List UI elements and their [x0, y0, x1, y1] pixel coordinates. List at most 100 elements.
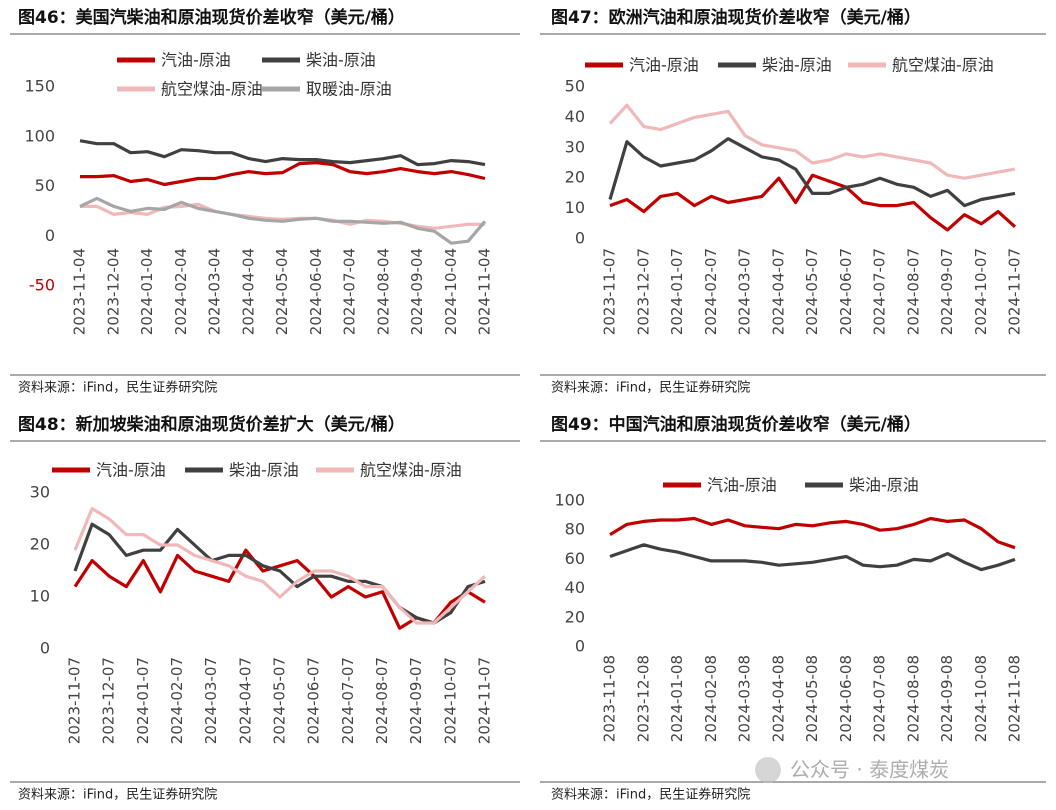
legend-label: 航空煤油-原油 — [892, 56, 994, 75]
y-tick-label: 10 — [565, 198, 585, 217]
watermark-icon — [755, 757, 781, 783]
x-tick-label: 2024-11-07 — [1006, 248, 1024, 335]
series-line — [80, 161, 486, 187]
series-line — [608, 137, 1016, 208]
y-tick-label: 60 — [565, 549, 585, 568]
legend-label: 汽油-原油 — [96, 461, 166, 480]
y-tick-label: 0 — [575, 229, 585, 248]
source-note: 资料来源：iFind，民生证券研究院 — [18, 380, 217, 396]
x-tick-label: 2024-07-07 — [339, 657, 357, 744]
y-tick-label: 40 — [565, 107, 585, 126]
legend-label: 取暖油-原油 — [306, 80, 392, 99]
x-tick-label: 2024-11-07 — [476, 657, 494, 744]
legend-label: 航空煤油-原油 — [360, 461, 462, 480]
x-tick-label: 2024-02-08 — [702, 655, 720, 742]
x-tick-label: 2024-05-04 — [273, 248, 291, 335]
watermark: 公众号 · 泰度煤炭 — [790, 758, 949, 782]
chart-title: 图46：美国汽柴油和原油现货价差收窄（美元/桶） — [18, 7, 405, 28]
legend-label: 汽油-原油 — [707, 476, 777, 495]
x-tick-label: 2024-09-07 — [407, 657, 425, 744]
legend-label: 航空煤油-原油 — [161, 80, 263, 99]
x-tick-label: 2024-02-07 — [702, 248, 720, 335]
series-line — [73, 548, 486, 630]
x-tick-label: 2024-06-08 — [837, 655, 855, 742]
y-tick-label: 0 — [575, 637, 585, 656]
y-tick-label: 30 — [565, 137, 585, 156]
chart-title: 图49：中国汽油和原油现货价差收窄（美元/桶） — [551, 414, 921, 435]
x-tick-label: 2023-11-04 — [71, 248, 89, 335]
x-tick-label: 2023-11-08 — [601, 655, 619, 742]
legend-label: 柴油-原油 — [229, 461, 299, 480]
y-tick-label: 30 — [30, 483, 50, 502]
legend-label: 柴油-原油 — [306, 51, 376, 70]
x-tick-label: 2024-02-07 — [168, 657, 186, 744]
x-tick-label: 2023-12-08 — [634, 655, 652, 742]
x-tick-label: 2024-07-08 — [871, 655, 889, 742]
series-line — [73, 507, 487, 625]
x-tick-label: 2024-08-07 — [373, 657, 391, 744]
y-tick-label: 150 — [24, 77, 55, 96]
legend-label: 汽油-原油 — [161, 51, 231, 70]
x-tick-label: 2024-10-07 — [972, 248, 990, 335]
series-line — [608, 103, 1016, 180]
x-tick-label: 2024-06-07 — [305, 657, 323, 744]
x-tick-label: 2024-11-04 — [476, 248, 494, 335]
x-tick-label: 2024-10-07 — [441, 657, 459, 744]
x-tick-label: 2023-11-07 — [66, 657, 84, 744]
y-tick-label: 50 — [565, 77, 585, 96]
y-tick-label: 10 — [30, 587, 50, 606]
x-tick-label: 2024-09-08 — [938, 655, 956, 742]
legend-label: 柴油-原油 — [849, 476, 919, 495]
series-line — [609, 543, 1016, 572]
x-tick-label: 2024-01-04 — [138, 248, 156, 335]
series-line — [73, 522, 486, 625]
x-tick-label: 2024-05-07 — [271, 657, 289, 744]
x-tick-label: 2024-10-08 — [972, 655, 990, 742]
y-tick-label: 20 — [565, 607, 585, 626]
y-tick-label: 100 — [554, 491, 585, 510]
x-tick-label: 2024-10-04 — [442, 248, 460, 335]
series-line — [79, 139, 486, 167]
y-tick-label: 0 — [45, 226, 55, 245]
x-tick-label: 2024-08-07 — [904, 248, 922, 335]
x-tick-label: 2023-12-07 — [634, 248, 652, 335]
x-tick-label: 2024-01-07 — [668, 248, 686, 335]
y-tick-label: 40 — [565, 578, 585, 597]
y-tick-label: 50 — [35, 176, 55, 195]
x-tick-label: 2024-04-07 — [769, 248, 787, 335]
x-tick-label: 2024-07-07 — [871, 248, 889, 335]
y-tick-label: 80 — [565, 520, 585, 539]
x-tick-label: 2024-03-07 — [202, 657, 220, 744]
x-tick-label: 2024-06-07 — [837, 248, 855, 335]
y-tick-label: 100 — [24, 126, 55, 145]
x-tick-label: 2024-09-07 — [938, 248, 956, 335]
x-tick-label: 2024-04-08 — [769, 655, 787, 742]
x-tick-label: 2024-09-04 — [408, 248, 426, 335]
x-tick-label: 2024-05-07 — [803, 248, 821, 335]
x-tick-label: 2024-03-04 — [206, 248, 224, 335]
chart-title: 图47：欧洲汽油和原油现货价差收窄（美元/桶） — [551, 7, 921, 28]
x-tick-label: 2023-12-07 — [100, 657, 118, 744]
series-line — [79, 196, 487, 245]
x-tick-label: 2023-12-04 — [104, 248, 122, 335]
chart-title: 图48：新加坡柴油和原油现货价差扩大（美元/桶） — [18, 414, 405, 435]
x-tick-label: 2023-11-07 — [601, 248, 619, 335]
x-tick-label: 2024-04-04 — [239, 248, 257, 335]
x-tick-label: 2024-01-08 — [668, 655, 686, 742]
y-tick-label: 20 — [565, 168, 585, 187]
source-note: 资料来源：iFind，民生证券研究院 — [18, 787, 217, 803]
x-tick-label: 2024-03-08 — [736, 655, 754, 742]
source-note: 资料来源：iFind，民生证券研究院 — [551, 380, 750, 396]
legend-label: 柴油-原油 — [762, 56, 832, 75]
y-tick-label: 0 — [40, 639, 50, 658]
y-tick-label: -50 — [29, 276, 55, 295]
x-tick-label: 2024-07-04 — [341, 248, 359, 335]
x-tick-label: 2024-11-08 — [1006, 655, 1024, 742]
x-tick-label: 2024-05-08 — [803, 655, 821, 742]
x-tick-label: 2024-08-08 — [904, 655, 922, 742]
x-tick-label: 2024-06-04 — [307, 248, 325, 335]
x-tick-label: 2024-01-07 — [134, 657, 152, 744]
series-line — [80, 202, 485, 230]
x-tick-label: 2024-04-07 — [236, 657, 254, 744]
